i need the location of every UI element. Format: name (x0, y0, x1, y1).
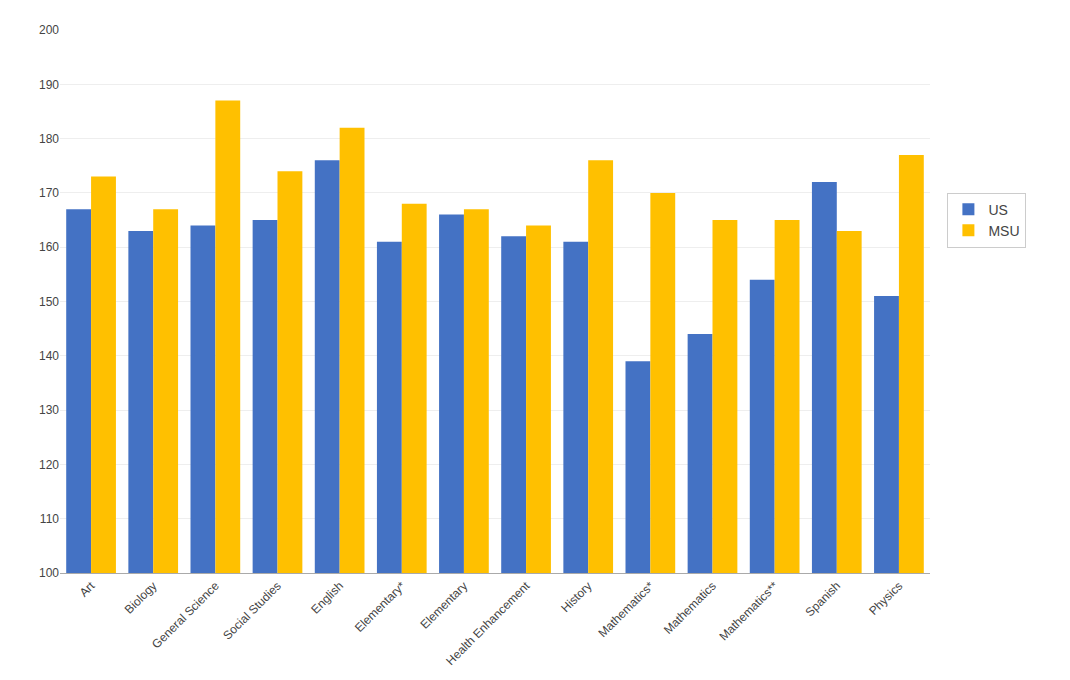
svg-text:120: 120 (39, 458, 59, 472)
svg-text:150: 150 (39, 295, 59, 309)
svg-text:170: 170 (39, 186, 59, 200)
svg-text:MSU: MSU (988, 223, 1019, 239)
svg-text:Elementary*: Elementary* (352, 579, 408, 635)
svg-text:140: 140 (39, 349, 59, 363)
svg-text:Mathematics: Mathematics (661, 579, 719, 637)
svg-text:Art: Art (77, 578, 98, 599)
svg-text:100: 100 (39, 566, 59, 580)
svg-text:History: History (558, 579, 594, 615)
svg-text:General Science: General Science (149, 579, 222, 652)
svg-text:English: English (308, 579, 346, 617)
svg-text:Elementary: Elementary (417, 579, 470, 632)
svg-text:US: US (988, 202, 1007, 218)
svg-text:110: 110 (40, 512, 59, 526)
svg-text:190: 190 (39, 78, 59, 92)
svg-text:130: 130 (39, 403, 59, 417)
svg-text:160: 160 (39, 240, 59, 254)
svg-text:Health Enhancement: Health Enhancement (443, 578, 533, 668)
svg-text:Biology: Biology (122, 579, 160, 617)
svg-text:Mathematics*: Mathematics* (595, 579, 657, 641)
svg-text:180: 180 (39, 132, 59, 146)
svg-text:Mathematics**: Mathematics** (716, 579, 781, 644)
svg-text:Physics: Physics (866, 579, 905, 618)
svg-text:200: 200 (39, 23, 59, 37)
svg-text:Social Studies: Social Studies (220, 579, 284, 643)
svg-text:Spanish: Spanish (803, 579, 844, 620)
